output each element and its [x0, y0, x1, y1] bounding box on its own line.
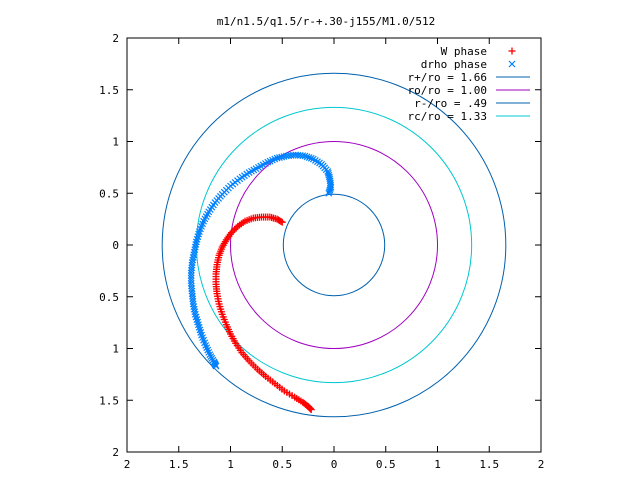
- y-tick-label: 1.5: [99, 84, 119, 97]
- drho-phase-point: [275, 154, 283, 161]
- drho-phase-point: [309, 155, 317, 163]
- drho-phase-point: [191, 246, 199, 254]
- legend-label: r+/ro = 1.66: [408, 71, 487, 84]
- drho-phase-point: [305, 154, 313, 161]
- legend-label: drho phase: [421, 58, 487, 71]
- circle-r-ro-49: [282, 193, 386, 297]
- legend-cross-marker: [508, 60, 516, 68]
- chart-title: m1/n1.5/q1.5/r-+.30-j155/M1.0/512: [217, 15, 436, 28]
- drho-phase-point: [187, 277, 195, 285]
- w-phase-point: [274, 216, 282, 224]
- x-tick-label: 1.5: [169, 458, 189, 471]
- drho-phase-point: [187, 272, 195, 279]
- w-phase-point: [232, 224, 240, 232]
- drho-phase-point: [191, 243, 199, 251]
- x-tick-label: 1: [227, 458, 234, 471]
- drho-phase-point: [192, 238, 200, 246]
- drho-phase-point: [190, 303, 198, 311]
- x-tick-label: 1: [434, 458, 441, 471]
- axes: 2 1.5 1 0.5 0 0.5 1 1.5 221.510.500.511.52: [99, 32, 544, 471]
- w-phase-point: [307, 406, 315, 414]
- drho-phase-point: [190, 251, 198, 259]
- drho-phase-point: [190, 248, 198, 256]
- drho-phase-point: [307, 154, 315, 162]
- x-tick-label: 2: [124, 458, 131, 471]
- drho-phase-point: [212, 362, 220, 370]
- circle-ro-ro-1-00: [230, 141, 438, 349]
- legend-label: ro/ro = 1.00: [408, 84, 487, 97]
- drho-phase-point: [192, 241, 200, 248]
- y-tick-label: 2: [112, 446, 119, 459]
- drho-phase-point: [187, 274, 195, 282]
- legend-label: rc/ro = 1.33: [408, 110, 487, 123]
- y-tick-label: 1.5: [99, 394, 119, 407]
- phase-points: [187, 151, 335, 414]
- legend-plus-marker: [508, 47, 516, 55]
- y-tick-label: 0.5: [99, 291, 119, 304]
- drho-phase-point: [324, 169, 332, 177]
- w-phase-point: [306, 405, 314, 413]
- w-phase-point: [306, 404, 314, 412]
- y-tick-label: 0: [112, 239, 119, 252]
- w-phase-point: [234, 222, 242, 230]
- drho-phase-point: [189, 300, 197, 308]
- legend-label: W phase: [441, 45, 487, 58]
- drho-phase-point: [191, 308, 199, 316]
- y-tick-label: 1: [112, 136, 119, 149]
- drho-phase-point: [189, 253, 197, 261]
- y-tick-label: 2: [112, 32, 119, 45]
- y-tick-label: 0.5: [99, 187, 119, 200]
- x-tick-label: 1.5: [479, 458, 499, 471]
- circle-r-ro-1-66: [161, 72, 507, 418]
- x-tick-label: 0.5: [272, 458, 292, 471]
- w-phase-point: [231, 225, 239, 233]
- x-tick-label: 0.5: [376, 458, 396, 471]
- legend-label: r-/ro = .49: [414, 97, 487, 110]
- x-tick-label: 0: [331, 458, 338, 471]
- x-tick-label: 2: [538, 458, 545, 471]
- drho-phase-point: [187, 269, 195, 277]
- y-tick-label: 1: [112, 343, 119, 356]
- drho-phase-point: [190, 305, 198, 313]
- drho-phase-point: [188, 266, 195, 274]
